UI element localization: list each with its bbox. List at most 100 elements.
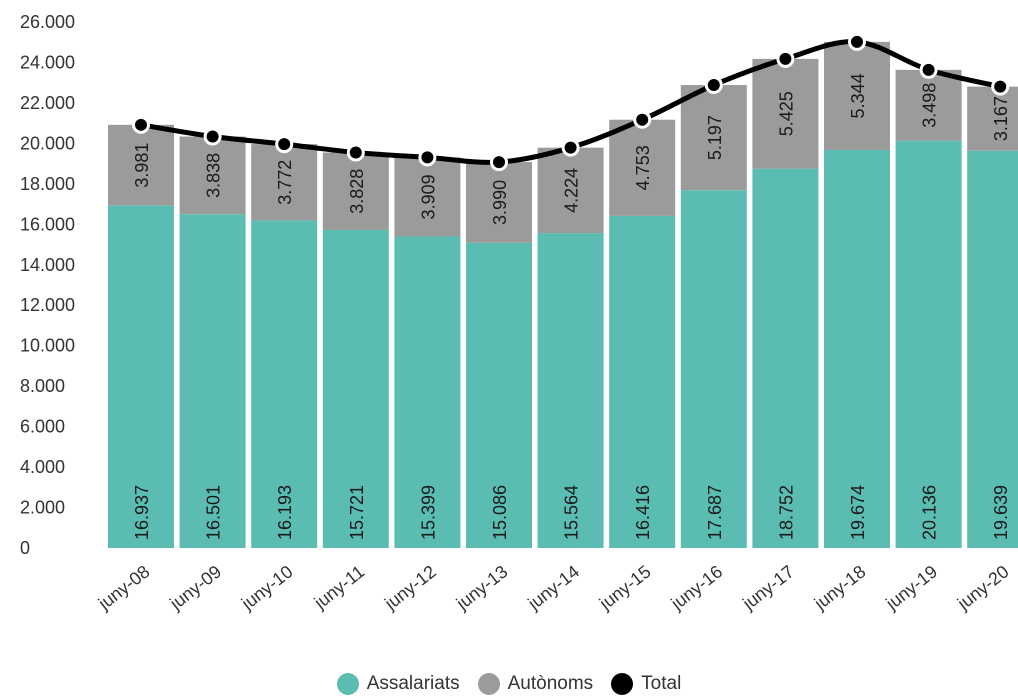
legend-label-autonoms: Autònoms — [507, 673, 594, 694]
bar-label-autonoms: 3.828 — [347, 169, 367, 214]
stacked-bar-line-chart: 0 2.000 4.000 6.000 8.000 10.000 12.000 14.000 1… — [20, 12, 1018, 614]
bar-label-autonoms: 3.838 — [204, 153, 224, 198]
y-tick-label: 6.000 — [20, 417, 65, 437]
bar-assalariats[interactable] — [394, 236, 461, 549]
bar-label-autonoms: 3.981 — [132, 143, 152, 188]
bar-autonoms[interactable] — [394, 157, 461, 237]
x-tick-label: juny-13 — [452, 561, 512, 614]
total-point[interactable] — [776, 49, 795, 68]
bar-label-assalariats: 15.564 — [562, 485, 582, 540]
total-point[interactable] — [561, 138, 580, 157]
bar-label-assalariats: 16.937 — [132, 485, 152, 540]
legend-label-assalariats: Assalariats — [366, 673, 460, 694]
bar-assalariats[interactable] — [752, 168, 819, 548]
bar-autonoms[interactable] — [537, 147, 604, 234]
x-tick-label: juny-10 — [237, 561, 297, 614]
bar-label-autonoms: 5.344 — [848, 73, 868, 118]
bar-label-assalariats: 17.687 — [705, 485, 725, 540]
total-point[interactable] — [704, 76, 723, 95]
y-tick-label: 8.000 — [20, 376, 65, 396]
legend-item-autonoms[interactable]: Autònoms — [477, 673, 594, 695]
bar-label-autonoms: 4.753 — [633, 145, 653, 190]
bar-assalariats[interactable] — [967, 150, 1018, 548]
bar-label-assalariats: 19.639 — [991, 485, 1011, 540]
bar-label-autonoms: 5.197 — [705, 115, 725, 160]
bar-label-autonoms: 3.990 — [490, 180, 510, 225]
bar-assalariats[interactable] — [466, 242, 532, 548]
bar-label-assalariats: 15.399 — [418, 485, 438, 540]
bar-autonoms[interactable] — [680, 85, 747, 191]
bar-autonoms[interactable] — [895, 69, 962, 141]
bar-label-autonoms: 3.498 — [920, 83, 940, 128]
bar-label-assalariats: 15.721 — [347, 485, 367, 540]
legend: Assalariats Autònoms Total — [0, 672, 1018, 696]
x-tick-label: juny-08 — [94, 561, 154, 614]
legend-swatch-autonoms — [477, 673, 500, 695]
total-point[interactable] — [346, 143, 365, 162]
x-tick-label: juny-14 — [523, 561, 583, 614]
bar-labels-group: 16.937 3.981 16.501 3.838 16.193 3.772 15.721 3… — [132, 73, 1011, 540]
bar-assalariats[interactable] — [680, 190, 747, 548]
total-point[interactable] — [132, 115, 150, 134]
x-tick-label: juny-20 — [953, 561, 1013, 614]
y-tick-label: 26.000 — [20, 12, 75, 32]
bar-label-assalariats: 18.752 — [776, 485, 796, 540]
bar-autonoms[interactable] — [752, 58, 819, 169]
y-tick-label: 18.000 — [20, 174, 75, 194]
bar-label-autonoms: 3.772 — [275, 160, 295, 205]
x-tick-label: juny-18 — [810, 561, 870, 614]
x-tick-label: juny-09 — [165, 561, 225, 614]
bar-autonoms[interactable] — [251, 144, 318, 221]
bar-assalariats[interactable] — [824, 149, 890, 548]
bar-assalariats[interactable] — [537, 233, 604, 549]
y-tick-label: 22.000 — [20, 93, 75, 113]
bar-autonoms[interactable] — [967, 86, 1018, 151]
y-tick-label: 12.000 — [20, 295, 75, 315]
y-tick-label: 2.000 — [20, 498, 65, 518]
bar-label-autonoms: 3.909 — [418, 174, 438, 219]
bar-assalariats[interactable] — [251, 220, 318, 549]
legend-item-assalariats[interactable]: Assalariats — [336, 673, 460, 695]
bar-autonoms[interactable] — [322, 152, 389, 230]
y-tick-label: 10.000 — [20, 336, 75, 356]
bar-label-assalariats: 16.193 — [275, 485, 295, 540]
total-point[interactable] — [203, 127, 222, 146]
bars-group — [108, 41, 1018, 549]
bar-label-assalariats: 19.674 — [848, 485, 868, 540]
bar-label-autonoms: 3.167 — [991, 96, 1011, 141]
x-tick-label: juny-17 — [738, 561, 798, 614]
legend-swatch-assalariats — [336, 673, 359, 695]
bar-assalariats[interactable] — [108, 205, 174, 549]
y-tick-label: 0 — [20, 538, 30, 558]
bar-autonoms[interactable] — [108, 124, 174, 206]
x-axis: juny-08 juny-09 juny-10 juny-11 juny-12 juny-… — [94, 561, 1013, 614]
y-tick-label: 20.000 — [20, 133, 75, 153]
bar-assalariats[interactable] — [179, 214, 246, 549]
legend-label-total: Total — [641, 673, 682, 694]
legend-swatch-total — [611, 673, 634, 695]
bar-assalariats[interactable] — [322, 229, 389, 548]
total-point[interactable] — [633, 110, 652, 129]
y-tick-label: 24.000 — [20, 52, 75, 72]
total-point[interactable] — [490, 153, 508, 172]
y-tick-label: 4.000 — [20, 457, 65, 477]
total-point[interactable] — [919, 60, 938, 79]
x-tick-label: juny-15 — [595, 561, 655, 614]
legend-item-total[interactable]: Total — [611, 673, 681, 695]
total-point[interactable] — [418, 148, 437, 167]
total-point[interactable] — [275, 135, 294, 154]
bar-autonoms[interactable] — [609, 119, 676, 216]
bar-autonoms[interactable] — [824, 41, 890, 150]
bar-autonoms[interactable] — [466, 162, 532, 243]
bar-assalariats[interactable] — [895, 140, 962, 548]
total-point[interactable] — [991, 77, 1010, 96]
y-axis: 0 2.000 4.000 6.000 8.000 10.000 12.000 14.000 1… — [20, 12, 75, 558]
total-line-group — [132, 32, 1010, 172]
bar-label-assalariats: 16.501 — [204, 485, 224, 540]
x-tick-label: juny-19 — [881, 561, 941, 614]
bar-assalariats[interactable] — [609, 215, 676, 548]
x-tick-label: juny-12 — [380, 561, 440, 614]
total-point[interactable] — [848, 32, 866, 51]
bar-autonoms[interactable] — [179, 136, 246, 215]
